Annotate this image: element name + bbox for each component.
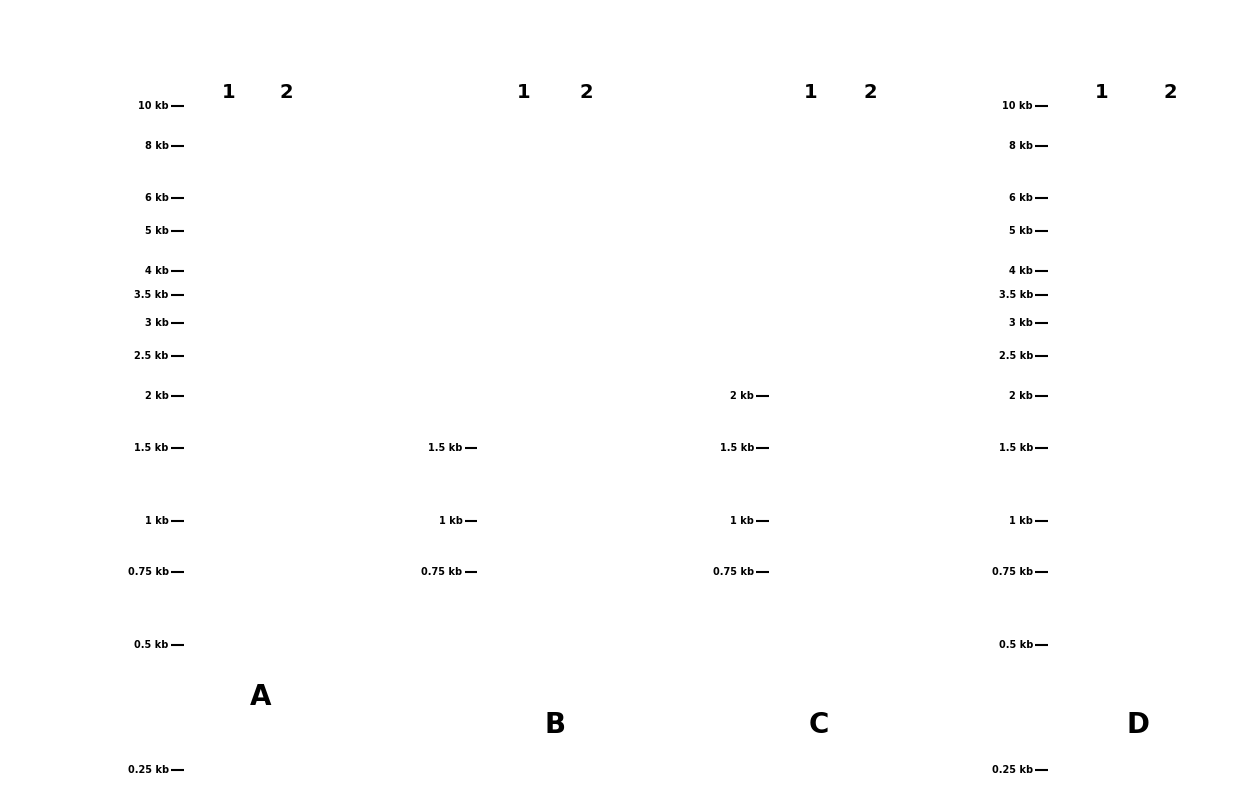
Text: 6 kb: 6 kb [1009,193,1033,203]
Ellipse shape [424,461,746,580]
Ellipse shape [707,325,1034,583]
Ellipse shape [217,285,356,373]
Text: 0.5 kb: 0.5 kb [998,641,1033,651]
Text: 2 kb: 2 kb [145,391,169,401]
Text: 1.5 kb: 1.5 kb [998,443,1033,453]
Text: 2 kb: 2 kb [1009,391,1033,401]
Text: 4 kb: 4 kb [145,266,169,276]
Ellipse shape [260,180,312,204]
Ellipse shape [485,483,687,558]
Text: 2: 2 [863,83,877,102]
Ellipse shape [144,285,314,373]
Text: 10 kb: 10 kb [1002,101,1033,111]
Ellipse shape [269,184,304,200]
Text: 3 kb: 3 kb [1009,318,1033,328]
Text: 5 kb: 5 kb [1009,226,1033,236]
Text: 0.25 kb: 0.25 kb [992,766,1033,775]
Ellipse shape [1091,291,1240,367]
Ellipse shape [768,373,972,534]
Ellipse shape [208,318,250,340]
Ellipse shape [808,406,931,502]
Ellipse shape [197,313,260,345]
Ellipse shape [176,302,281,356]
Ellipse shape [289,174,365,210]
Text: 10 kb: 10 kb [138,101,169,111]
Text: 2.5 kb: 2.5 kb [998,351,1033,361]
Ellipse shape [526,498,646,543]
Text: 1.5 kb: 1.5 kb [134,443,169,453]
Text: 0.75 kb: 0.75 kb [128,567,169,578]
Text: C: C [808,711,828,739]
Ellipse shape [1178,177,1240,208]
Ellipse shape [1079,320,1125,339]
Text: 1: 1 [1095,83,1109,102]
Text: 8 kb: 8 kb [1009,141,1033,151]
Ellipse shape [305,182,350,203]
Text: 2.5 kb: 2.5 kb [134,351,169,361]
Text: 0.75 kb: 0.75 kb [992,567,1033,578]
Text: 3 kb: 3 kb [145,318,169,328]
Text: 1 kb: 1 kb [730,516,754,526]
Text: 2 kb: 2 kb [730,391,754,401]
Text: 0.75 kb: 0.75 kb [713,567,754,578]
Text: B: B [544,711,567,739]
Text: D: D [1127,711,1149,739]
Text: 8 kb: 8 kb [145,141,169,151]
Text: 0.25 kb: 0.25 kb [128,766,169,775]
Ellipse shape [1099,164,1240,220]
Ellipse shape [1045,305,1158,353]
Text: 6 kb: 6 kb [145,193,169,203]
Ellipse shape [1203,186,1235,198]
Text: 1: 1 [804,83,817,102]
Ellipse shape [546,505,626,535]
Ellipse shape [1068,314,1136,343]
Text: 1: 1 [222,83,236,102]
Text: 0.5 kb: 0.5 kb [134,641,169,651]
Ellipse shape [1012,291,1192,367]
Ellipse shape [1152,185,1188,199]
Ellipse shape [1141,314,1200,343]
Ellipse shape [830,421,911,487]
Text: 1.5 kb: 1.5 kb [719,443,754,453]
Text: 2: 2 [579,83,593,102]
Text: 0.75 kb: 0.75 kb [422,567,463,578]
Text: 1 kb: 1 kb [439,516,463,526]
Text: 2: 2 [1163,83,1177,102]
Ellipse shape [243,302,330,356]
Text: 1.5 kb: 1.5 kb [428,443,463,453]
Ellipse shape [243,172,330,212]
Ellipse shape [1125,174,1215,210]
Text: A: A [249,683,272,711]
Ellipse shape [1121,305,1219,353]
Text: 5 kb: 5 kb [145,226,169,236]
Text: 2: 2 [279,83,293,102]
Text: 1 kb: 1 kb [1009,516,1033,526]
Text: 3.5 kb: 3.5 kb [134,290,169,300]
Text: 1 kb: 1 kb [145,516,169,526]
Ellipse shape [312,185,342,199]
Ellipse shape [1143,182,1197,203]
Text: 3.5 kb: 3.5 kb [998,290,1033,300]
Ellipse shape [267,164,388,220]
Ellipse shape [217,160,356,224]
Ellipse shape [269,318,304,340]
Ellipse shape [1194,183,1240,201]
Text: 4 kb: 4 kb [1009,266,1033,276]
Text: 1: 1 [517,83,531,102]
Ellipse shape [260,313,312,345]
Ellipse shape [1151,320,1190,339]
Ellipse shape [1154,168,1240,216]
